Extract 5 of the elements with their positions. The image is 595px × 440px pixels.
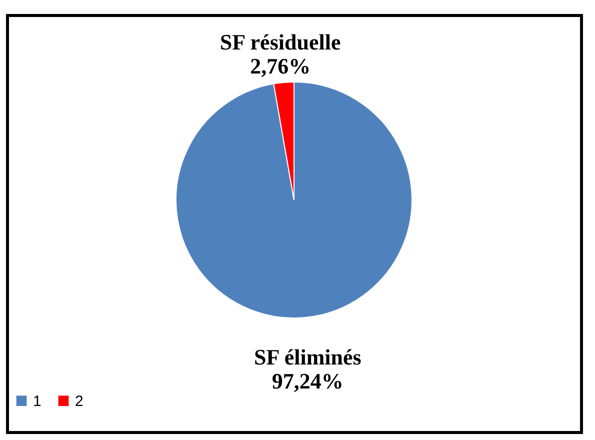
legend-label: 1 [33, 392, 42, 410]
data-label: SF résiduelle 2,76% [220, 30, 341, 79]
legend-label: 2 [75, 392, 84, 410]
pie-slice [176, 82, 412, 318]
data-label: SF éliminés 97,24% [254, 344, 362, 394]
